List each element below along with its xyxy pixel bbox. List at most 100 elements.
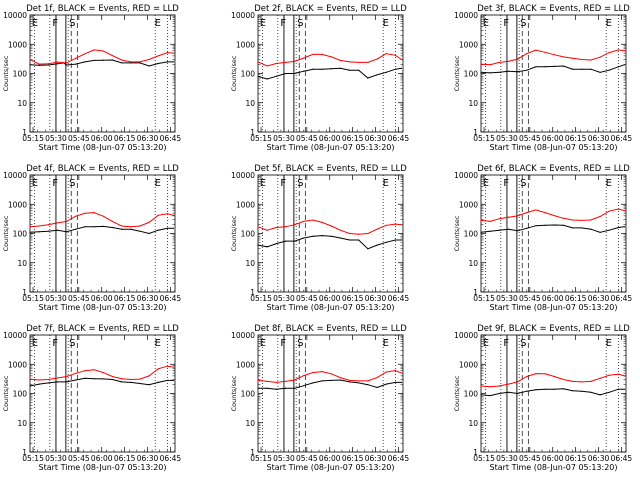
data-point: [498, 218, 500, 220]
data-point: [294, 379, 296, 381]
data-point: [330, 68, 332, 70]
x-tick-label: 06:45: [611, 294, 633, 303]
data-point: [608, 391, 610, 393]
data-point: [526, 375, 528, 378]
data-point: [321, 68, 323, 70]
x-tick-label: 05:15: [473, 454, 495, 463]
data-point: [130, 378, 132, 381]
data-point: [348, 69, 351, 71]
data-point: [599, 377, 601, 379]
data-point: [385, 71, 387, 73]
marker-label-f: F: [280, 18, 286, 29]
x-tick-label: 05:15: [473, 134, 495, 143]
data-point: [139, 61, 141, 63]
y-tick-label: 10000: [231, 171, 255, 180]
y-tick-label: 100: [464, 390, 479, 399]
data-point: [348, 61, 351, 63]
data-point: [275, 62, 277, 65]
marker-label-f: F: [52, 338, 58, 349]
x-axis-label: Start Time (08-Jun-07 05:13:20): [39, 463, 167, 472]
data-point: [166, 61, 168, 63]
data-point: [111, 375, 114, 378]
marker-label-s: S: [520, 338, 526, 349]
data-point: [284, 72, 287, 75]
x-tick-label: 06:00: [319, 454, 341, 463]
data-point: [294, 60, 296, 62]
data-point: [400, 58, 403, 61]
marker-label-s: S: [520, 178, 526, 189]
data-point: [111, 54, 114, 57]
y-tick-label: 100: [241, 70, 256, 79]
data-point: [303, 220, 305, 222]
y-tick-label: 10: [245, 99, 255, 108]
data-point: [166, 227, 168, 229]
data-point: [599, 231, 601, 233]
x-tick-label: 06:15: [114, 294, 136, 303]
data-point: [544, 224, 546, 226]
data-point: [93, 59, 95, 62]
y-tick-label: 1000: [459, 200, 478, 209]
y-tick-label: 10000: [454, 171, 478, 180]
data-point: [599, 394, 601, 396]
data-point: [535, 66, 537, 68]
x-tick-label: 06:15: [114, 134, 136, 143]
y-tick-label: 1: [473, 128, 478, 137]
y-tick-label: 1: [250, 128, 255, 137]
data-point: [148, 384, 150, 386]
data-point: [498, 385, 500, 387]
data-point: [385, 224, 387, 226]
data-point: [102, 225, 104, 227]
x-tick-label: 05:15: [473, 294, 495, 303]
data-point: [544, 388, 546, 390]
marker-label-f: F: [280, 178, 286, 189]
data-point: [166, 213, 168, 215]
data-point: [312, 68, 314, 70]
data-point: [535, 209, 537, 211]
data-point: [157, 381, 159, 383]
data-point: [562, 56, 565, 58]
data-point: [526, 227, 528, 229]
marker-label-f: F: [503, 178, 509, 189]
data-point: [93, 49, 95, 51]
data-point: [507, 228, 510, 230]
data-point: [257, 244, 259, 246]
data-point: [571, 68, 574, 70]
plot-frame: [29, 14, 176, 133]
x-tick-label: 06:30: [365, 294, 387, 303]
x-tick-label: 06:45: [611, 134, 633, 143]
marker-label-f: F: [52, 178, 58, 189]
x-tick-label: 05:30: [496, 294, 518, 303]
lld-series-line: [29, 49, 174, 65]
data-point: [526, 390, 528, 392]
data-point: [339, 59, 342, 62]
data-point: [172, 52, 175, 54]
data-point: [66, 220, 68, 222]
lld-series-line: [29, 212, 174, 228]
data-point: [571, 227, 574, 229]
panel-title: Det 3f, BLACK = Events, RED = LLD: [477, 4, 630, 14]
data-point: [376, 74, 378, 76]
x-tick-label: 06:30: [365, 134, 387, 143]
y-axis-label: Counts/sec: [230, 375, 238, 411]
data-point: [617, 373, 619, 375]
plot-frame: [29, 174, 176, 293]
x-axis-label: Start Time (08-Jun-07 05:13:20): [267, 463, 395, 472]
data-point: [38, 379, 40, 381]
marker-label-s: S: [297, 178, 303, 189]
data-point: [47, 382, 49, 384]
x-tick-label: 06:30: [137, 134, 159, 143]
x-tick-label: 05:30: [45, 134, 67, 143]
marker-label-e: E: [483, 18, 489, 29]
data-point: [617, 226, 619, 229]
data-point: [480, 394, 482, 396]
lld-series-line: [257, 219, 402, 235]
data-point: [553, 65, 555, 67]
data-point: [507, 70, 510, 72]
plot-frame: [480, 14, 627, 133]
x-tick-label: 05:30: [273, 454, 295, 463]
data-point: [93, 226, 95, 228]
marker-label-e: E: [606, 18, 612, 29]
events-series-line: [257, 235, 402, 250]
data-point: [330, 379, 332, 382]
data-point: [148, 232, 150, 235]
